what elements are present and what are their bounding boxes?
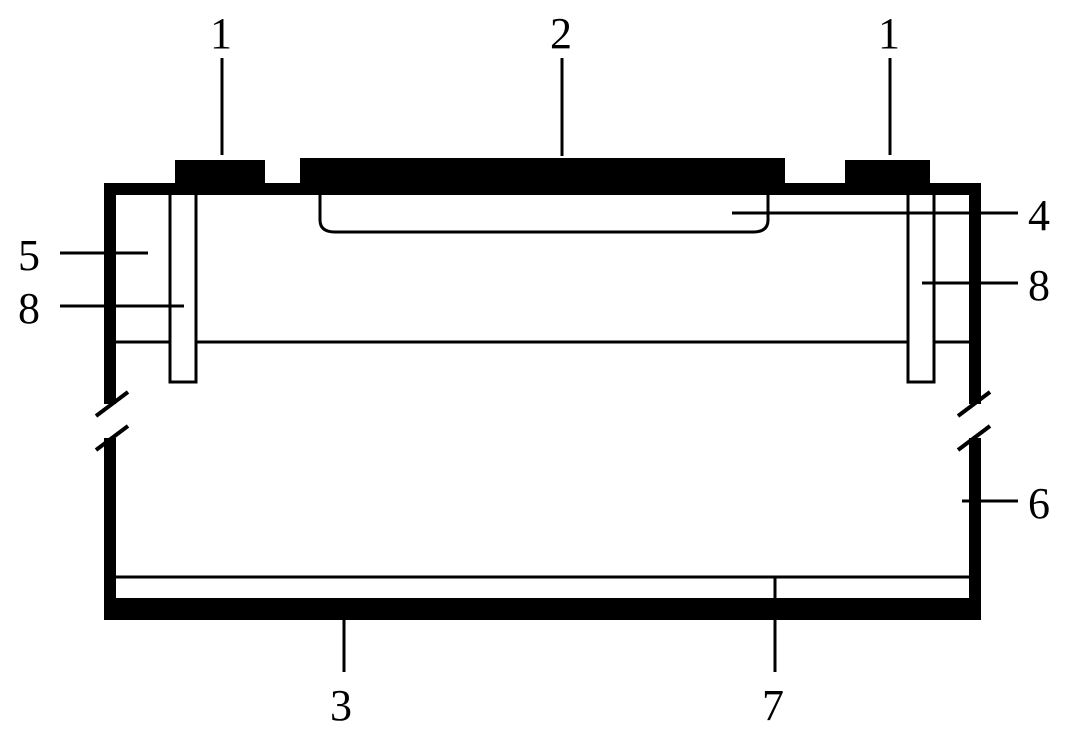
label-8b: 8 [1028, 260, 1050, 311]
diagram-svg [0, 0, 1085, 735]
diagram-canvas: 1 2 1 4 5 8 8 6 3 7 [0, 0, 1085, 735]
label-3: 3 [330, 680, 352, 731]
region-4-outline [320, 195, 768, 232]
top-edge-seg-4 [930, 183, 981, 195]
trench-8-left [170, 195, 196, 382]
outer-wall-left-bottom [104, 438, 116, 620]
label-1b: 1 [878, 8, 900, 59]
electrode-1-left [175, 160, 265, 195]
label-8a: 8 [18, 283, 40, 334]
top-edge-seg-1 [104, 183, 175, 195]
bottom-contact-3 [104, 598, 981, 620]
lead-lines [60, 58, 1018, 672]
trench-8-right [908, 195, 934, 382]
label-6: 6 [1028, 478, 1050, 529]
anode-2 [300, 158, 785, 195]
label-2: 2 [550, 8, 572, 59]
electrode-1-right [845, 160, 930, 195]
top-edge-seg-3 [785, 183, 845, 195]
label-1a: 1 [210, 8, 232, 59]
top-edge-seg-2 [265, 183, 300, 195]
outer-wall-right-bottom [969, 438, 981, 620]
label-7: 7 [762, 680, 784, 731]
outer-wall-right-top [969, 183, 981, 404]
label-4: 4 [1028, 190, 1050, 241]
label-5: 5 [18, 230, 40, 281]
outer-wall-left-top [104, 183, 116, 404]
